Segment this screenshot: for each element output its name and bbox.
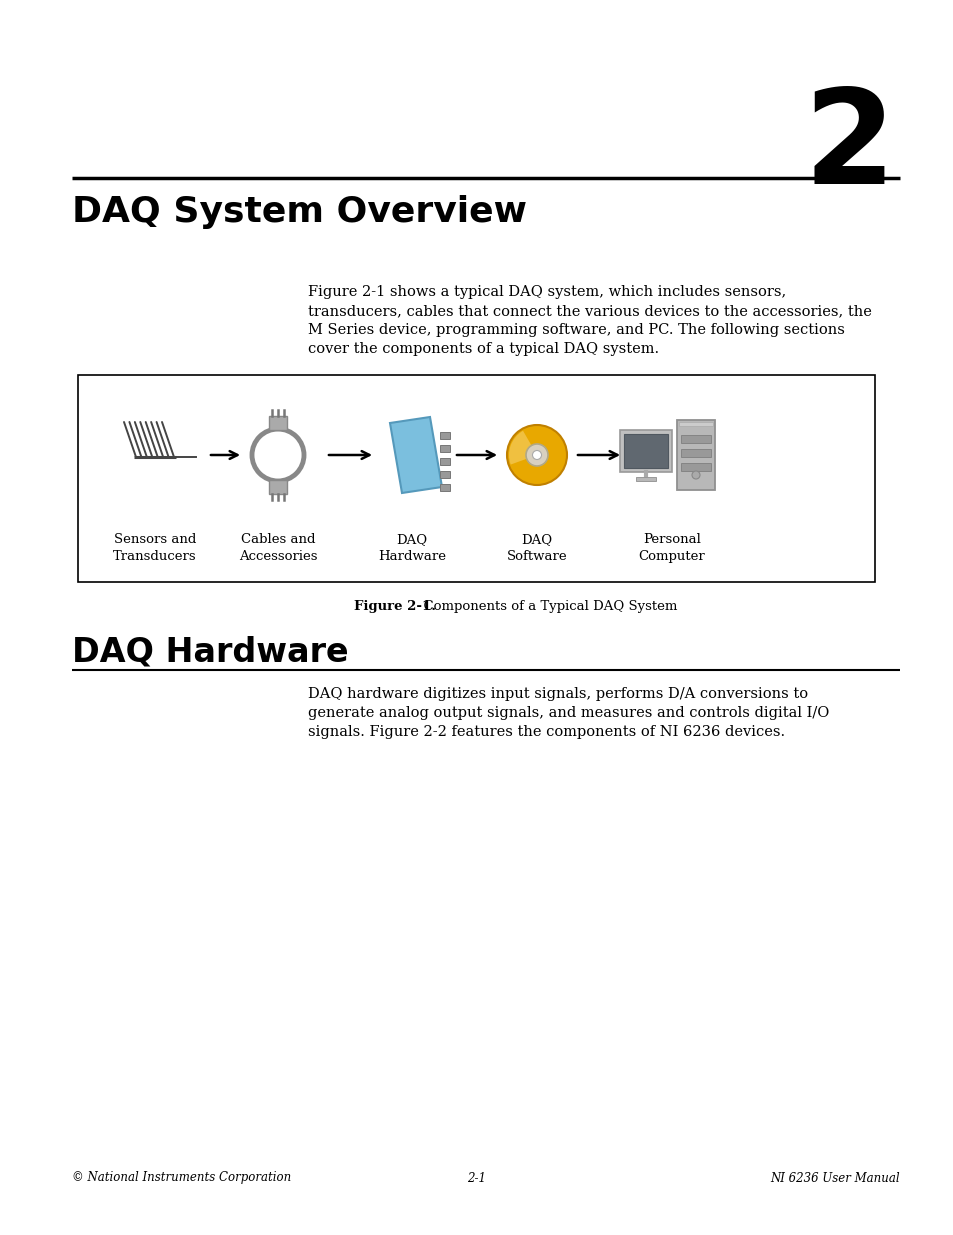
- Bar: [439, 445, 450, 452]
- Text: Sensors and
Transducers: Sensors and Transducers: [113, 534, 196, 563]
- Bar: [623, 433, 667, 468]
- Text: 2: 2: [802, 84, 894, 211]
- Bar: [619, 430, 671, 472]
- Text: Components of a Typical DAQ System: Components of a Typical DAQ System: [415, 600, 677, 613]
- Circle shape: [532, 451, 541, 459]
- Text: Figure 2-1 shows a typical DAQ system, which includes sensors,
transducers, cabl: Figure 2-1 shows a typical DAQ system, w…: [308, 285, 871, 356]
- Circle shape: [506, 425, 566, 485]
- Bar: [439, 432, 450, 438]
- Text: DAQ hardware digitizes input signals, performs D/A conversions to
generate analo: DAQ hardware digitizes input signals, pe…: [308, 687, 828, 739]
- Bar: [439, 471, 450, 478]
- Bar: [439, 484, 450, 492]
- Bar: [680, 450, 710, 457]
- Text: Figure 2-1.: Figure 2-1.: [354, 600, 436, 613]
- Text: © National Instruments Corporation: © National Instruments Corporation: [71, 1172, 291, 1184]
- Text: DAQ System Overview: DAQ System Overview: [71, 195, 526, 228]
- Text: 2-1: 2-1: [467, 1172, 486, 1184]
- Bar: [269, 416, 287, 430]
- Polygon shape: [390, 417, 441, 493]
- Bar: [677, 420, 714, 490]
- Text: DAQ Hardware: DAQ Hardware: [71, 635, 348, 668]
- Text: Cables and
Accessories: Cables and Accessories: [238, 534, 317, 563]
- Bar: [680, 435, 710, 443]
- Text: DAQ
Software: DAQ Software: [506, 534, 567, 563]
- Bar: [78, 375, 874, 582]
- Text: NI 6236 User Manual: NI 6236 User Manual: [770, 1172, 899, 1184]
- Bar: [680, 463, 710, 471]
- Wedge shape: [509, 431, 537, 464]
- Text: DAQ
Hardware: DAQ Hardware: [377, 534, 446, 563]
- Bar: [636, 477, 656, 480]
- Bar: [439, 458, 450, 466]
- Circle shape: [691, 471, 700, 479]
- Text: Personal
Computer: Personal Computer: [638, 534, 704, 563]
- Circle shape: [525, 445, 547, 466]
- Bar: [679, 422, 712, 426]
- Bar: [269, 480, 287, 494]
